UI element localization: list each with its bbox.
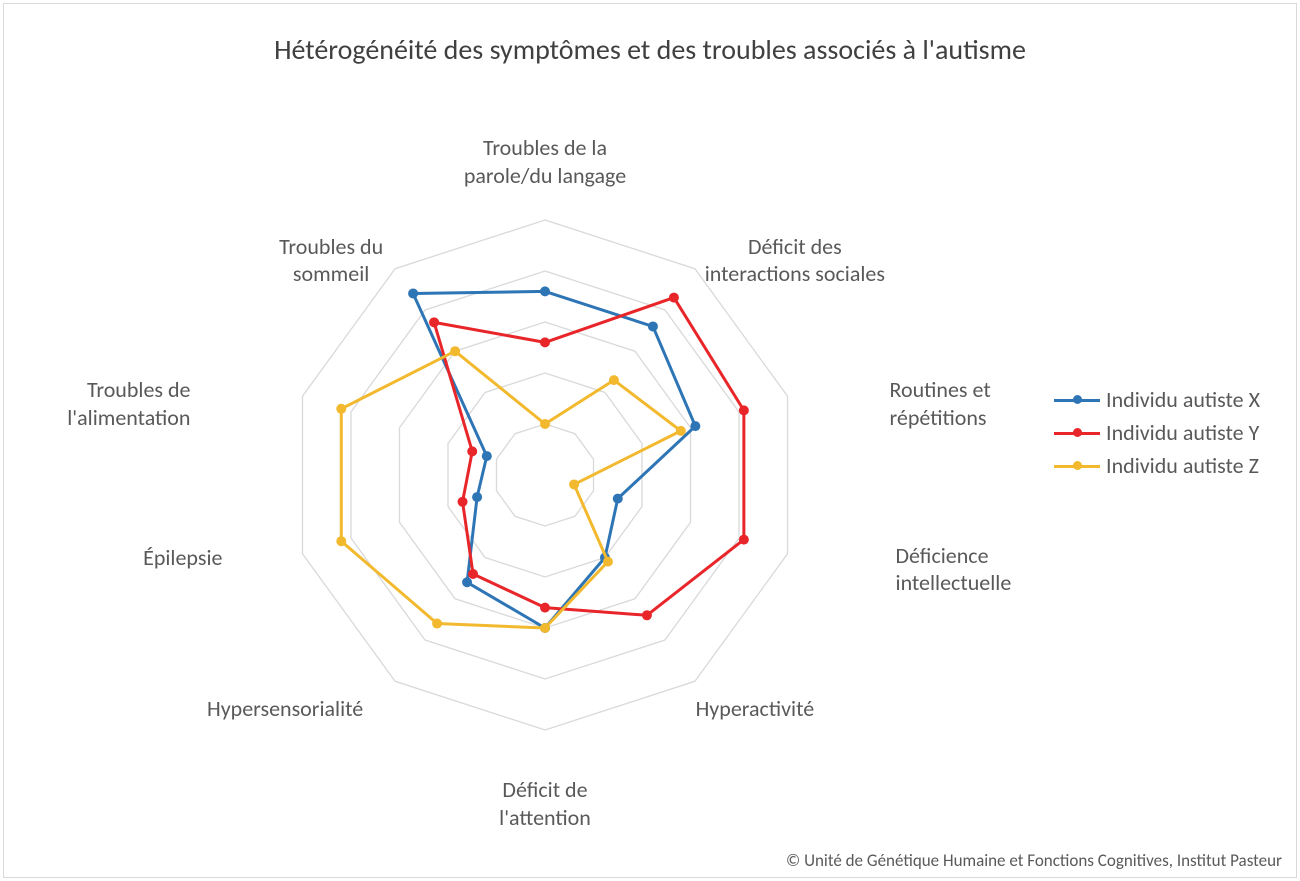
axis-label: Hyperactivité: [635, 695, 875, 723]
axis-label: Troubles de l'alimentation: [0, 376, 190, 431]
legend-dot-icon: [1073, 428, 1082, 437]
legend: Individu autiste X Individu autiste Y In…: [1054, 380, 1260, 485]
axis-label: Épilepsie: [0, 544, 222, 572]
axis-label: Déficit des interactions sociales: [675, 233, 915, 288]
legend-swatch: [1054, 390, 1100, 410]
axis-label: Troubles de la parole/du langage: [425, 134, 665, 189]
axis-label: Déficit de l'attention: [425, 776, 665, 831]
credit-line: © Unité de Génétique Humaine et Fonction…: [786, 850, 1282, 871]
legend-label: Individu autiste X: [1106, 386, 1260, 413]
legend-label: Individu autiste Z: [1106, 452, 1259, 479]
legend-swatch: [1054, 423, 1100, 443]
legend-item: Individu autiste X: [1054, 386, 1260, 413]
legend-swatch: [1054, 456, 1100, 476]
axis-label: Troubles du sommeil: [211, 233, 451, 288]
axis-label: Déficience intellectuelle: [896, 542, 1136, 597]
legend-label: Individu autiste Y: [1106, 419, 1259, 446]
legend-dot-icon: [1073, 461, 1082, 470]
axis-label: Hypersensorialité: [165, 695, 405, 723]
legend-item: Individu autiste Z: [1054, 452, 1260, 479]
legend-dot-icon: [1073, 395, 1082, 404]
legend-item: Individu autiste Y: [1054, 419, 1260, 446]
